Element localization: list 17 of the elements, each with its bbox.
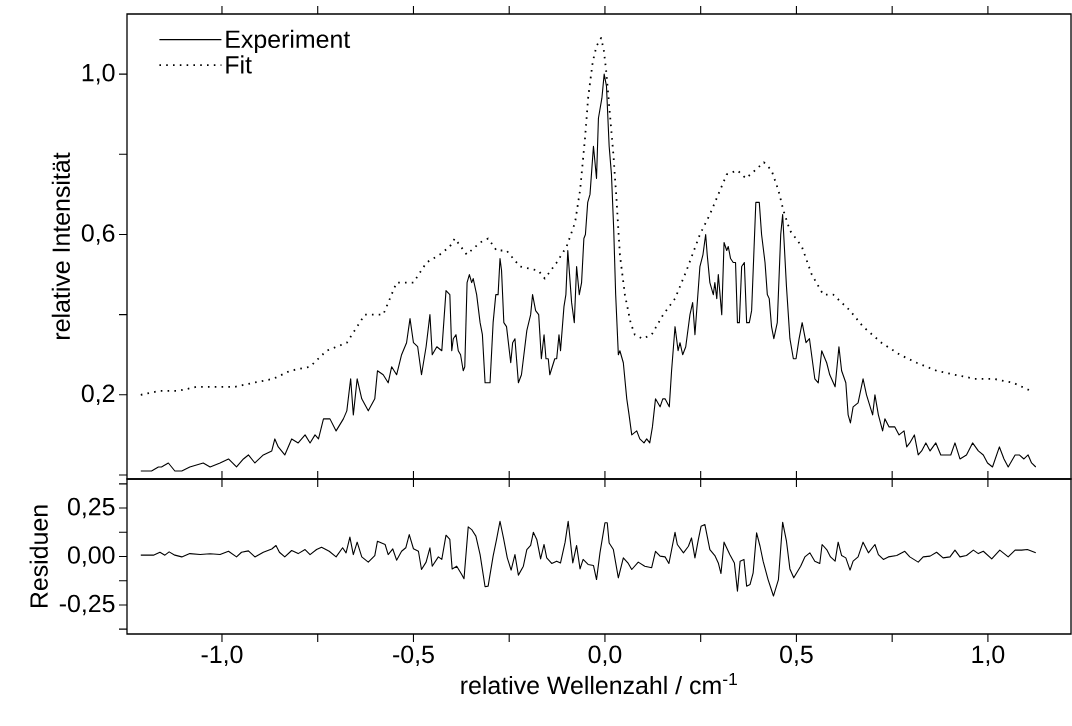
x-axis-title: relative Wellenzahl / cm$^{-1}$ — [461, 672, 737, 695]
line-series — [140, 520, 1037, 597]
y-axis-title: relative Intensität — [51, 152, 71, 339]
legend-label: Experiment — [226, 29, 351, 54]
y-tick-label: 0,25 — [67, 497, 115, 519]
y-tick-label: 0,00 — [67, 546, 115, 567]
y-tick-label: -0,25 — [59, 594, 115, 616]
x-tick-label: 0,5 — [780, 645, 813, 667]
y-tick-label: 0,2 — [81, 384, 115, 406]
legend-label: Fit — [226, 55, 252, 74]
y-axis-title: Residuen — [29, 505, 48, 608]
x-tick-label: 0,0 — [588, 645, 622, 667]
x-tick-label: 1,0 — [972, 645, 1005, 667]
y-tick-label: 0,6 — [81, 224, 115, 245]
x-tick-label: -0,5 — [393, 645, 434, 667]
y-tick-label: 1,0 — [82, 63, 115, 85]
x-tick-label: -1,0 — [201, 645, 243, 667]
